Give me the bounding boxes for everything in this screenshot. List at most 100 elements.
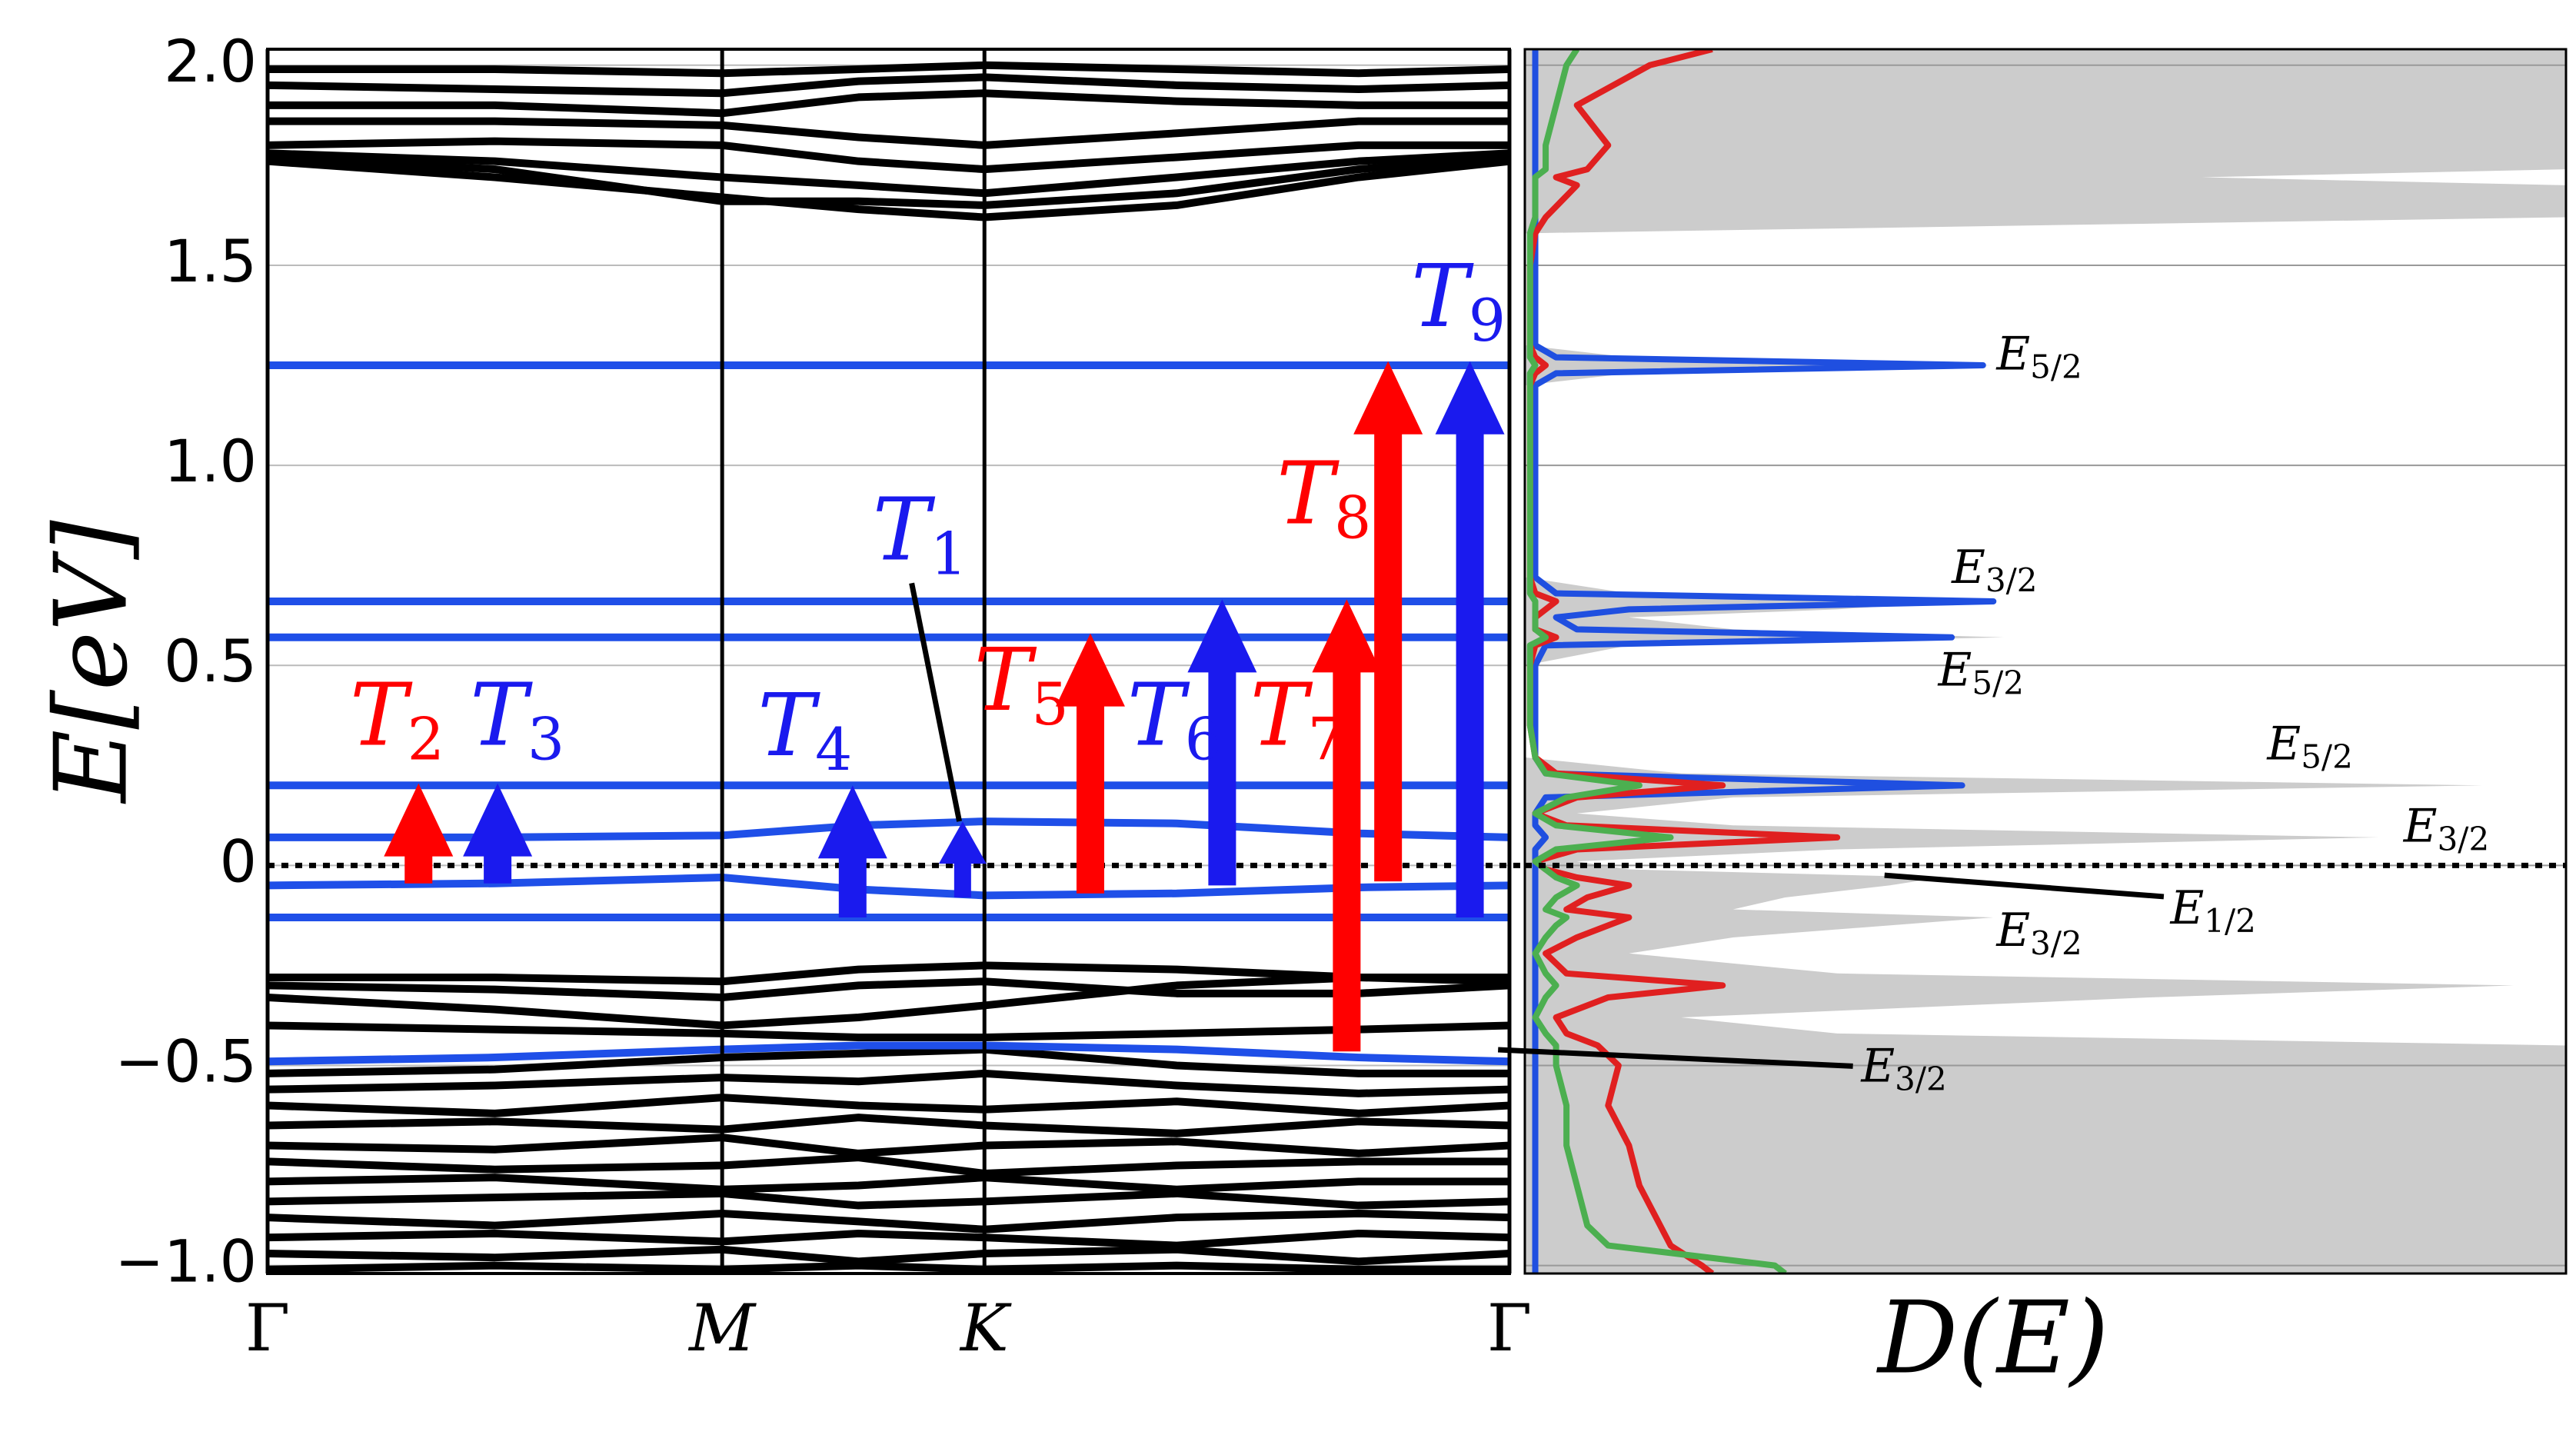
y-tick-label: 1.0: [164, 427, 257, 495]
transition-label-subscript: 6: [1185, 705, 1222, 774]
state-label: E5/2: [2266, 717, 2352, 775]
band-line: [268, 1174, 1509, 1194]
transition-label: T2: [350, 666, 444, 774]
state-label-main: E: [1995, 903, 2030, 957]
transition-label-subscript: 8: [1334, 483, 1371, 551]
band-line: [268, 1209, 1509, 1234]
transition-label-main: T: [470, 666, 533, 766]
x-tick-label: Γ: [245, 1290, 290, 1366]
state-label-subscript: 5/2: [2030, 348, 2082, 386]
band-line: [268, 1261, 1509, 1274]
y-tick-label: 1.5: [164, 227, 257, 295]
state-label-subscript: 5/2: [1972, 664, 2024, 702]
transition-arrow: [1187, 599, 1257, 886]
transition-label: T9: [1411, 247, 1506, 355]
state-label-main: E: [1995, 327, 2030, 381]
transition-label: T4: [757, 676, 852, 784]
state-label-main: E: [2169, 881, 2204, 935]
y-axis-label: E[eV]: [33, 520, 150, 804]
dos-panel: [1525, 49, 2566, 1274]
state-label-subscript: 3/2: [1985, 561, 2038, 599]
band-line: [268, 977, 1509, 1002]
transition-label-subscript: 3: [528, 705, 564, 774]
state-label-main: E: [1860, 1039, 1895, 1093]
state-label-main: E: [2266, 717, 2301, 771]
band-line: [268, 117, 1509, 149]
state-label-main: E: [2403, 799, 2438, 853]
transition-label-main: T: [1276, 444, 1340, 544]
transition-label-subscript: 9: [1469, 286, 1506, 355]
state-label: E3/2: [2403, 799, 2489, 857]
band-line: [268, 1094, 1509, 1117]
band-line: [268, 137, 1509, 174]
transition-label: T6: [1127, 666, 1222, 774]
band-line: [268, 157, 1509, 221]
band-line: [268, 1134, 1509, 1157]
band-panel: [268, 61, 1509, 1274]
state-label-subscript: 3/2: [2438, 821, 2490, 858]
transition-label-main: T: [757, 676, 820, 776]
state-label: E3/2: [1995, 903, 2082, 961]
transition-label-subscript: 7: [1307, 705, 1344, 774]
x-axis-label: D(E): [1876, 1280, 2109, 1397]
band-line: [268, 149, 1509, 198]
transition-label-main: T: [350, 666, 413, 766]
band-line: [268, 1245, 1509, 1266]
transition-label: T3: [470, 666, 564, 774]
transition-arrow: [1353, 361, 1423, 882]
band-line: [268, 1045, 1509, 1077]
total-dos: [1525, 49, 2566, 1274]
transition-arrow: [1312, 599, 1382, 1052]
band-line: [268, 89, 1509, 118]
label-leader: [1884, 872, 2165, 900]
state-label-subscript: 3/2: [2030, 924, 2082, 962]
y-tick-label: 0.5: [164, 627, 257, 695]
state-label-subscript: 1/2: [2204, 902, 2256, 940]
transition-label: T7: [1250, 666, 1345, 774]
state-label: E1/2: [2169, 881, 2255, 940]
transition-label: T8: [1276, 444, 1371, 551]
band-line: [268, 1069, 1509, 1097]
state-label: E3/2: [1951, 540, 2037, 598]
panel-frame: [266, 48, 1511, 1275]
y-tick-label: −0.5: [115, 1027, 257, 1095]
band-line: [268, 1229, 1509, 1250]
state-label: E5/2: [1995, 327, 2082, 385]
band-line: [268, 1189, 1509, 1210]
transition-arrow: [938, 821, 987, 897]
transition-label-main: T: [974, 631, 1037, 731]
band-line: [268, 1154, 1509, 1177]
transition-label: T5: [974, 631, 1069, 738]
transition-label-main: T: [873, 480, 936, 580]
transition-label-main: T: [1250, 666, 1313, 766]
state-label: E5/2: [1938, 643, 2024, 701]
band-line: [268, 1114, 1509, 1137]
transition-label: T1: [873, 480, 967, 588]
transition-arrow: [817, 785, 887, 917]
transition-label-subscript: 4: [815, 715, 852, 784]
state-label-main: E: [1938, 643, 1972, 697]
transition-label-subscript: 1: [930, 519, 967, 588]
x-tick-label: M: [687, 1290, 757, 1366]
transition-label-subscript: 5: [1031, 670, 1068, 738]
projected-dos: [1532, 49, 1997, 1274]
state-label: E3/2: [1860, 1039, 1946, 1097]
band-line: [268, 873, 1509, 900]
transition-arrow: [384, 783, 454, 884]
state-label-subscript: 3/2: [1895, 1060, 1947, 1098]
label-leader: [1498, 1047, 1853, 1069]
state-label-main: E: [1951, 540, 1985, 594]
transition-arrow: [1435, 361, 1505, 917]
band-line: [268, 1041, 1509, 1066]
band-line: [268, 73, 1509, 98]
transition-label-main: T: [1127, 666, 1190, 766]
y-tick-label: 2.0: [164, 27, 257, 95]
x-tick-label: Γ: [1487, 1290, 1532, 1366]
x-tick-label: K: [959, 1290, 1012, 1366]
band-line: [268, 817, 1509, 841]
transition-arrow: [1055, 633, 1125, 894]
transition-label-subscript: 2: [408, 705, 444, 774]
state-label-subscript: 5/2: [2301, 737, 2353, 775]
y-tick-label: 0: [220, 827, 257, 895]
